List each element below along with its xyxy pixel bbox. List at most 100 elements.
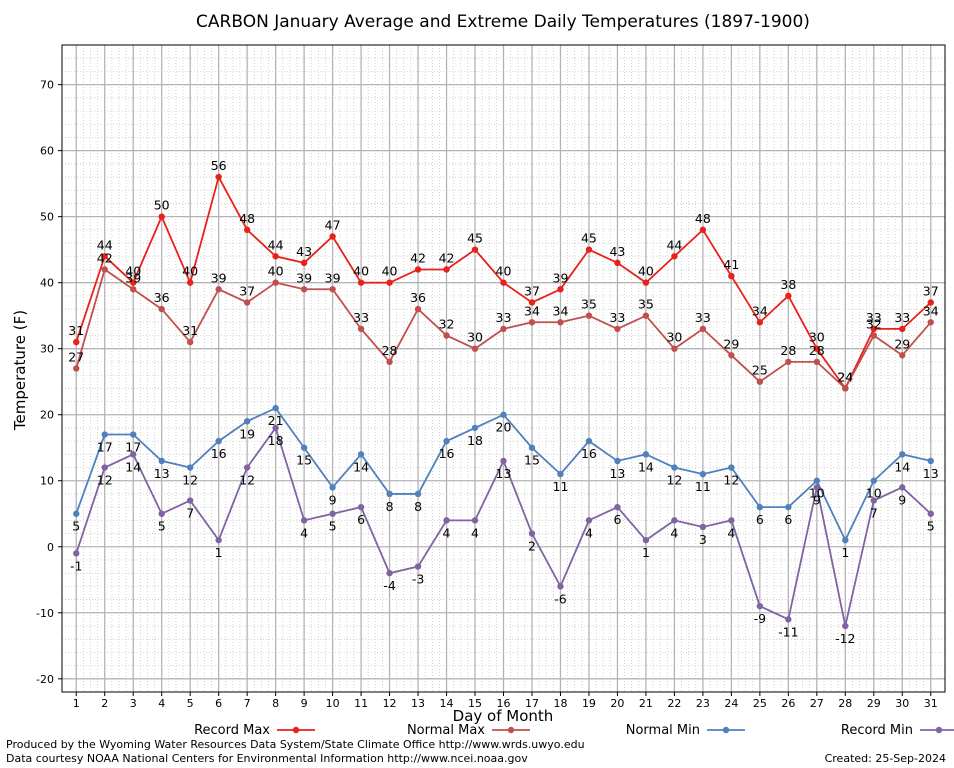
- normal-min-point: [101, 431, 108, 438]
- record-min-data-label: 1: [215, 545, 223, 560]
- x-tick-label: 10: [326, 697, 340, 710]
- record-min-point: [870, 497, 877, 504]
- normal-max-point: [386, 358, 393, 366]
- record-min-point: [73, 550, 80, 557]
- record-max-data-label: 42: [439, 250, 455, 265]
- legend-label-record-max: Record Max: [194, 723, 270, 738]
- normal-min-point: [842, 536, 849, 544]
- y-tick-label: 70: [40, 79, 54, 92]
- x-tick-label: 23: [696, 697, 710, 710]
- record-min-point: [756, 602, 764, 610]
- normal-min-point: [785, 503, 792, 511]
- normal-max-point: [870, 332, 877, 339]
- footer-credit-line1: Produced by the Wyoming Water Resources …: [6, 738, 585, 751]
- normal-max-point: [585, 312, 593, 319]
- record-min-data-label: -3: [412, 572, 424, 587]
- normal-max-data-label: 29: [894, 336, 910, 351]
- record-max-point: [243, 226, 251, 234]
- record-max-data-label: 33: [894, 310, 910, 325]
- record-min-data-label: 9: [813, 492, 821, 507]
- record-max-data-label: 56: [211, 158, 227, 173]
- normal-max-point: [73, 365, 80, 372]
- record-max-data-label: 31: [68, 323, 84, 338]
- normal-max-data-label: 36: [410, 290, 426, 305]
- record-max-data-label: 48: [239, 211, 255, 226]
- normal-min-data-label: 10: [866, 486, 882, 501]
- record-max-data-label: 34: [752, 303, 768, 318]
- x-tick-label: 6: [215, 697, 222, 710]
- normal-min-data-label: 14: [353, 459, 369, 474]
- normal-max-data-label: 35: [581, 297, 597, 312]
- record-min-point: [899, 484, 906, 491]
- record-max-data-label: 39: [553, 270, 569, 285]
- normal-max-data-label: 29: [723, 336, 739, 351]
- normal-max-point: [899, 352, 906, 359]
- record-min-data-label: 14: [125, 459, 141, 474]
- record-max-point: [785, 292, 792, 300]
- normal-min-data-label: 6: [756, 512, 764, 527]
- normal-max-data-label: 39: [211, 270, 227, 285]
- normal-max-data-label: 33: [353, 310, 369, 325]
- normal-max-data-label: 32: [866, 316, 882, 331]
- normal-max-data-label: 34: [524, 303, 540, 318]
- normal-max-point: [813, 358, 821, 366]
- normal-max-point: [130, 286, 137, 293]
- normal-max-data-label: 39: [125, 270, 141, 285]
- normal-max-data-label: 37: [239, 283, 255, 298]
- normal-max-data-label: 35: [638, 297, 654, 312]
- normal-max-point: [329, 286, 336, 293]
- record-max-point: [642, 279, 650, 286]
- normal-min-data-label: 13: [609, 466, 625, 481]
- footer-created-date: Created: 25-Sep-2024: [825, 752, 946, 765]
- normal-min-point: [243, 418, 251, 425]
- normal-min-data-label: 1: [841, 545, 849, 560]
- record-max-data-label: 50: [154, 198, 170, 213]
- normal-min-data-label: 13: [154, 466, 170, 481]
- normal-min-point: [927, 457, 934, 465]
- record-max-data-label: 37: [524, 283, 540, 298]
- record-min-point: [357, 503, 365, 511]
- normal-max-data-label: 30: [666, 330, 682, 345]
- normal-min-point: [870, 477, 877, 484]
- normal-max-data-label: 34: [923, 303, 939, 318]
- record-max-point: [528, 299, 536, 306]
- record-max-data-label: 30: [809, 330, 825, 345]
- grid: [61, 44, 946, 693]
- record-min-data-label: 9: [898, 492, 906, 507]
- normal-min-data-label: 17: [125, 440, 141, 455]
- x-tick-label: 25: [753, 697, 767, 710]
- normal-max-point: [756, 378, 764, 385]
- x-tick-label: 31: [924, 697, 938, 710]
- record-min-point: [443, 517, 450, 524]
- normal-max-point: [414, 305, 422, 313]
- record-min-data-label: -9: [754, 611, 767, 626]
- x-tick-label: 22: [667, 697, 681, 710]
- normal-max-data-label: 28: [809, 343, 825, 358]
- record-min-data-label: 13: [496, 466, 512, 481]
- record-min-data-label: 7: [870, 506, 878, 521]
- x-tick-label: 15: [468, 697, 482, 710]
- record-max-data-label: 42: [410, 250, 426, 265]
- record-max-point: [300, 259, 308, 267]
- normal-max-point: [443, 332, 450, 339]
- normal-min-point: [500, 411, 507, 418]
- normal-max-data-label: 27: [68, 350, 84, 365]
- record-min-data-label: 2: [528, 539, 536, 554]
- legend-label-record-min: Record Min: [841, 723, 913, 738]
- normal-min-point: [671, 464, 678, 471]
- record-min-data-label: -1: [70, 558, 82, 573]
- normal-min-point: [158, 457, 165, 465]
- record-min-data-label: 5: [329, 519, 337, 534]
- y-tick-label: 40: [40, 277, 54, 290]
- record-min-data-label: -11: [778, 624, 798, 639]
- record-max-point: [870, 325, 877, 333]
- record-max-data-label: 44: [268, 237, 284, 252]
- record-min-point: [130, 451, 137, 458]
- x-tick-label: 13: [411, 697, 425, 710]
- record-max-data-label: 40: [496, 264, 512, 279]
- record-max-data-label: 43: [609, 244, 625, 259]
- record-max-point: [813, 345, 821, 352]
- normal-min-data-label: 6: [784, 512, 792, 527]
- record-max-point: [386, 279, 393, 286]
- legend-marker-normal-max: [507, 726, 515, 734]
